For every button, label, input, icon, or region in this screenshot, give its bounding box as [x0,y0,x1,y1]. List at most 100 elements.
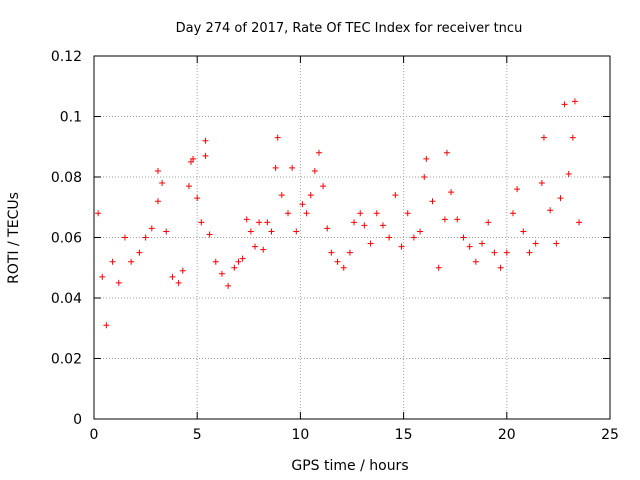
data-point [202,137,209,144]
data-point [526,249,533,256]
data-point [190,155,197,162]
data-point [268,228,275,235]
data-point [115,279,122,286]
data-point [520,228,527,235]
data-point [571,98,578,105]
data-point [154,198,161,205]
data-point [218,270,225,277]
data-point [340,264,347,271]
data-point [109,258,116,265]
y-tick-label: 0 [73,412,82,428]
data-point [231,264,238,271]
data-point [264,219,271,226]
x-tick-label: 25 [601,427,619,443]
data-point [561,101,568,108]
data-point [398,243,405,250]
y-tick-label: 0.12 [51,49,82,65]
data-point [251,243,258,250]
data-point [334,258,341,265]
data-point [443,149,450,156]
data-point [179,267,186,274]
data-point [454,216,461,223]
data-point [289,164,296,171]
data-point [557,195,564,202]
data-point [479,240,486,247]
data-point [565,170,572,177]
data-point [303,210,310,217]
data-point [95,210,102,217]
data-point [448,189,455,196]
data-point [315,149,322,156]
data-point [128,258,135,265]
data-point [272,164,279,171]
data-point [361,222,368,229]
data-point [212,258,219,265]
data-point [163,228,170,235]
data-point [285,210,292,217]
data-point [239,255,246,262]
tick-layer: 0 0.02 0.04 0.06 0.08 0.1 0.12 0 5 10 15 20 25 [51,49,619,443]
data-point [569,134,576,141]
data-point [299,201,306,208]
data-point [169,273,176,280]
x-tick-label: 10 [291,427,309,443]
data-point [346,249,353,256]
y-tick-label: 0.06 [51,231,82,247]
data-point [429,198,436,205]
data-point [154,167,161,174]
x-axis-label: GPS time / hours [291,458,408,474]
data-point [247,228,254,235]
data-point [311,167,318,174]
data-point [202,152,209,159]
data-point [243,216,250,223]
data-point [410,234,417,241]
data-point [460,234,467,241]
data-point [198,219,205,226]
data-point [532,240,539,247]
data-point [386,234,393,241]
data-point [466,243,473,250]
data-point [514,186,521,193]
data-point [379,222,386,229]
data-point [320,183,327,190]
data-point [103,322,110,329]
plot-frame [93,55,611,420]
data-point [307,192,314,199]
data-point [225,282,232,289]
data-point [206,231,213,238]
data-point [509,210,516,217]
data-point [373,210,380,217]
data-point [435,264,442,271]
data-point [404,210,411,217]
data-point [472,258,479,265]
x-tick-label: 5 [193,427,202,443]
data-points [95,98,583,329]
data-point [142,234,149,241]
data-point [553,240,560,247]
y-tick-label: 0.04 [51,291,82,307]
y-tick-label: 0.1 [60,110,82,126]
data-point [503,249,510,256]
data-point [357,210,364,217]
data-point [485,219,492,226]
data-point [148,225,155,232]
data-point [367,240,374,247]
data-point [99,273,106,280]
data-point [417,228,424,235]
data-point [260,246,267,253]
data-point [159,180,166,187]
data-point [185,183,192,190]
data-point [324,225,331,232]
y-tick-label: 0.08 [51,170,82,186]
data-point [441,216,448,223]
data-point [392,192,399,199]
x-tick-label: 15 [395,427,413,443]
data-point [188,158,195,165]
grid-layer [94,56,610,419]
data-point [175,279,182,286]
y-tick-label: 0.02 [51,352,82,368]
data-point [293,228,300,235]
data-point [547,207,554,214]
data-point [421,174,428,180]
